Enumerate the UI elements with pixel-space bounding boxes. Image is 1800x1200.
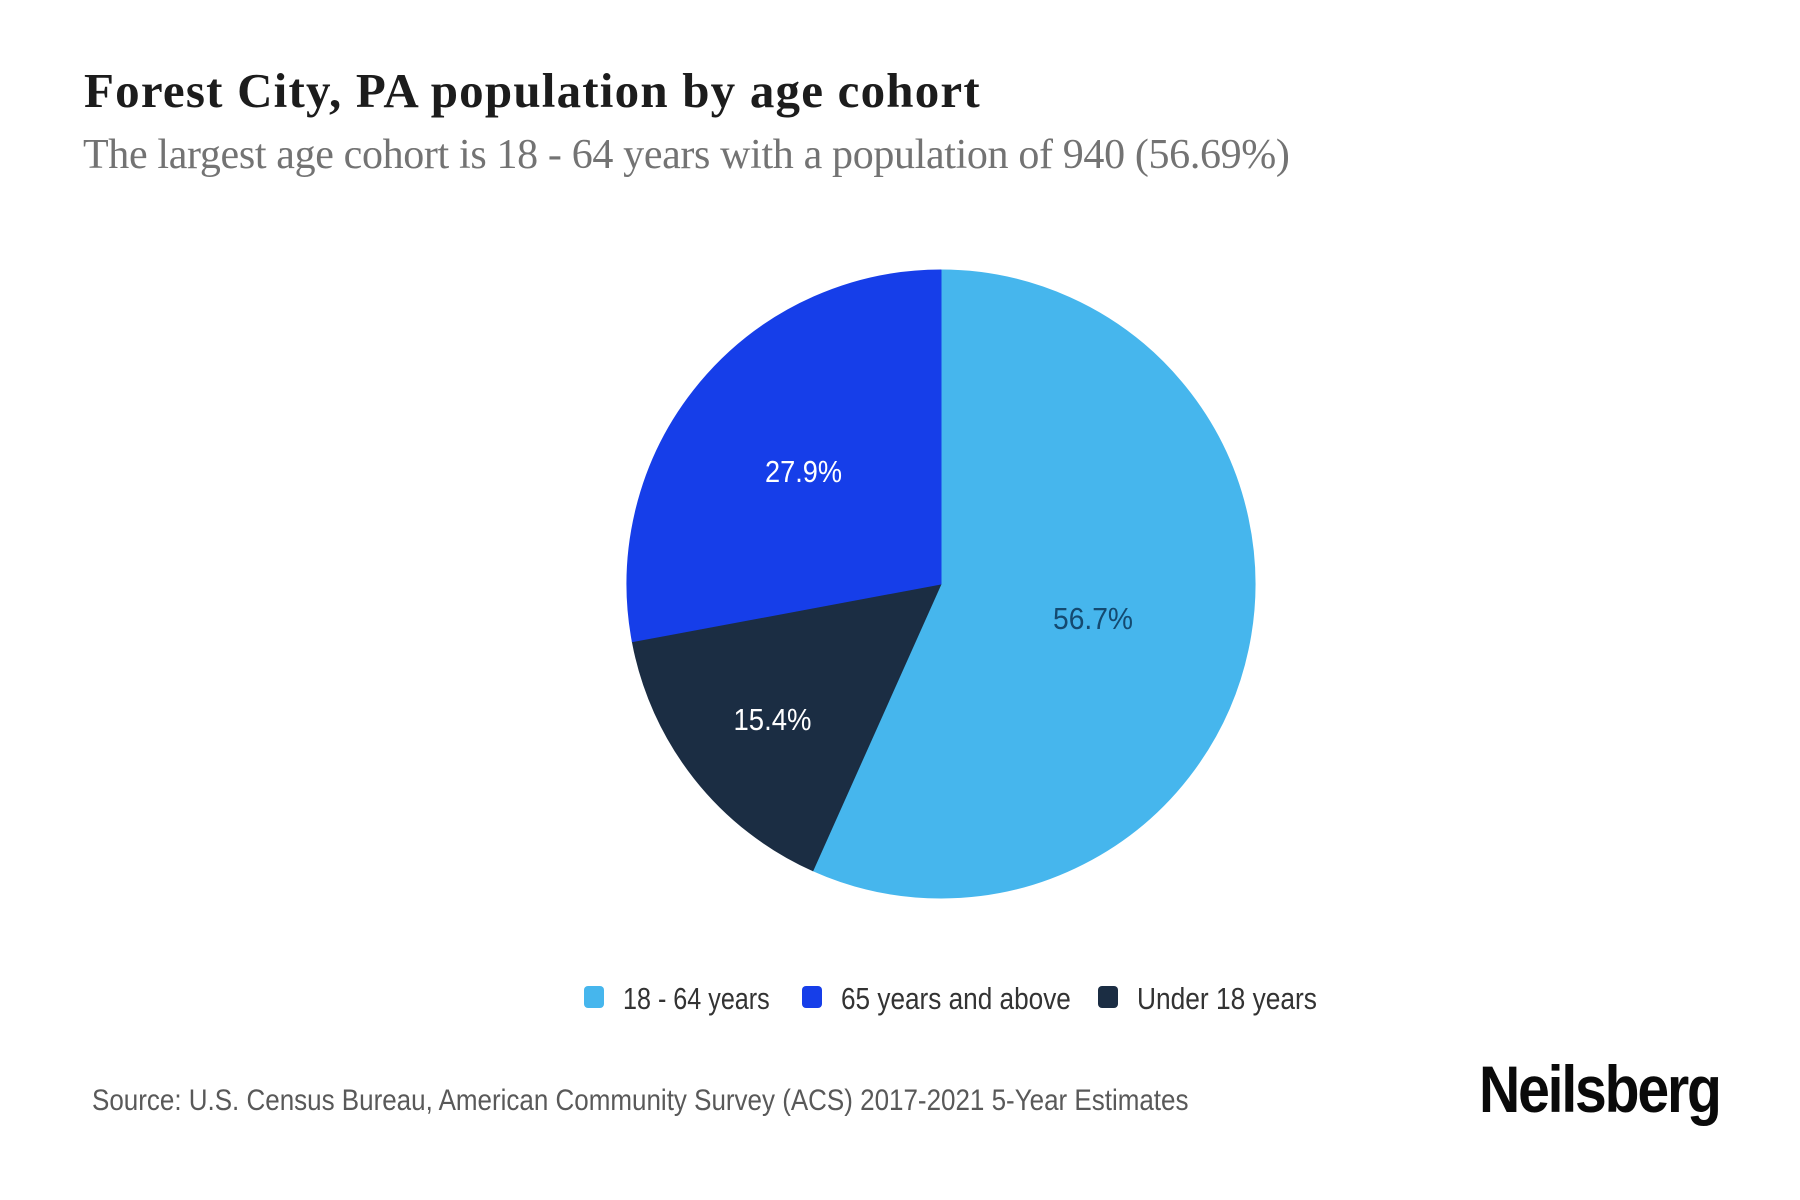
svg-text:15.4%: 15.4% — [734, 702, 812, 737]
svg-text:56.7%: 56.7% — [1053, 601, 1133, 636]
svg-text:27.9%: 27.9% — [765, 454, 842, 489]
